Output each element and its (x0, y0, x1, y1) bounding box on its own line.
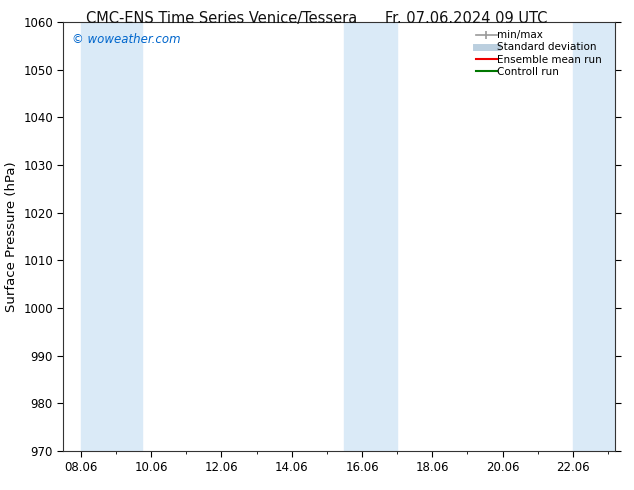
Bar (573, 22, 615, 451)
Text: CMC-ENS Time Series Venice/Tessera      Fr. 07.06.2024 09 UTC: CMC-ENS Time Series Venice/Tessera Fr. 0… (86, 11, 548, 26)
Bar (81, 22, 143, 451)
Legend: min/max, Standard deviation, Ensemble mean run, Controll run: min/max, Standard deviation, Ensemble me… (473, 27, 610, 80)
Y-axis label: Surface Pressure (hPa): Surface Pressure (hPa) (4, 161, 18, 312)
Bar (344, 22, 397, 451)
Text: © woweather.com: © woweather.com (72, 33, 180, 46)
